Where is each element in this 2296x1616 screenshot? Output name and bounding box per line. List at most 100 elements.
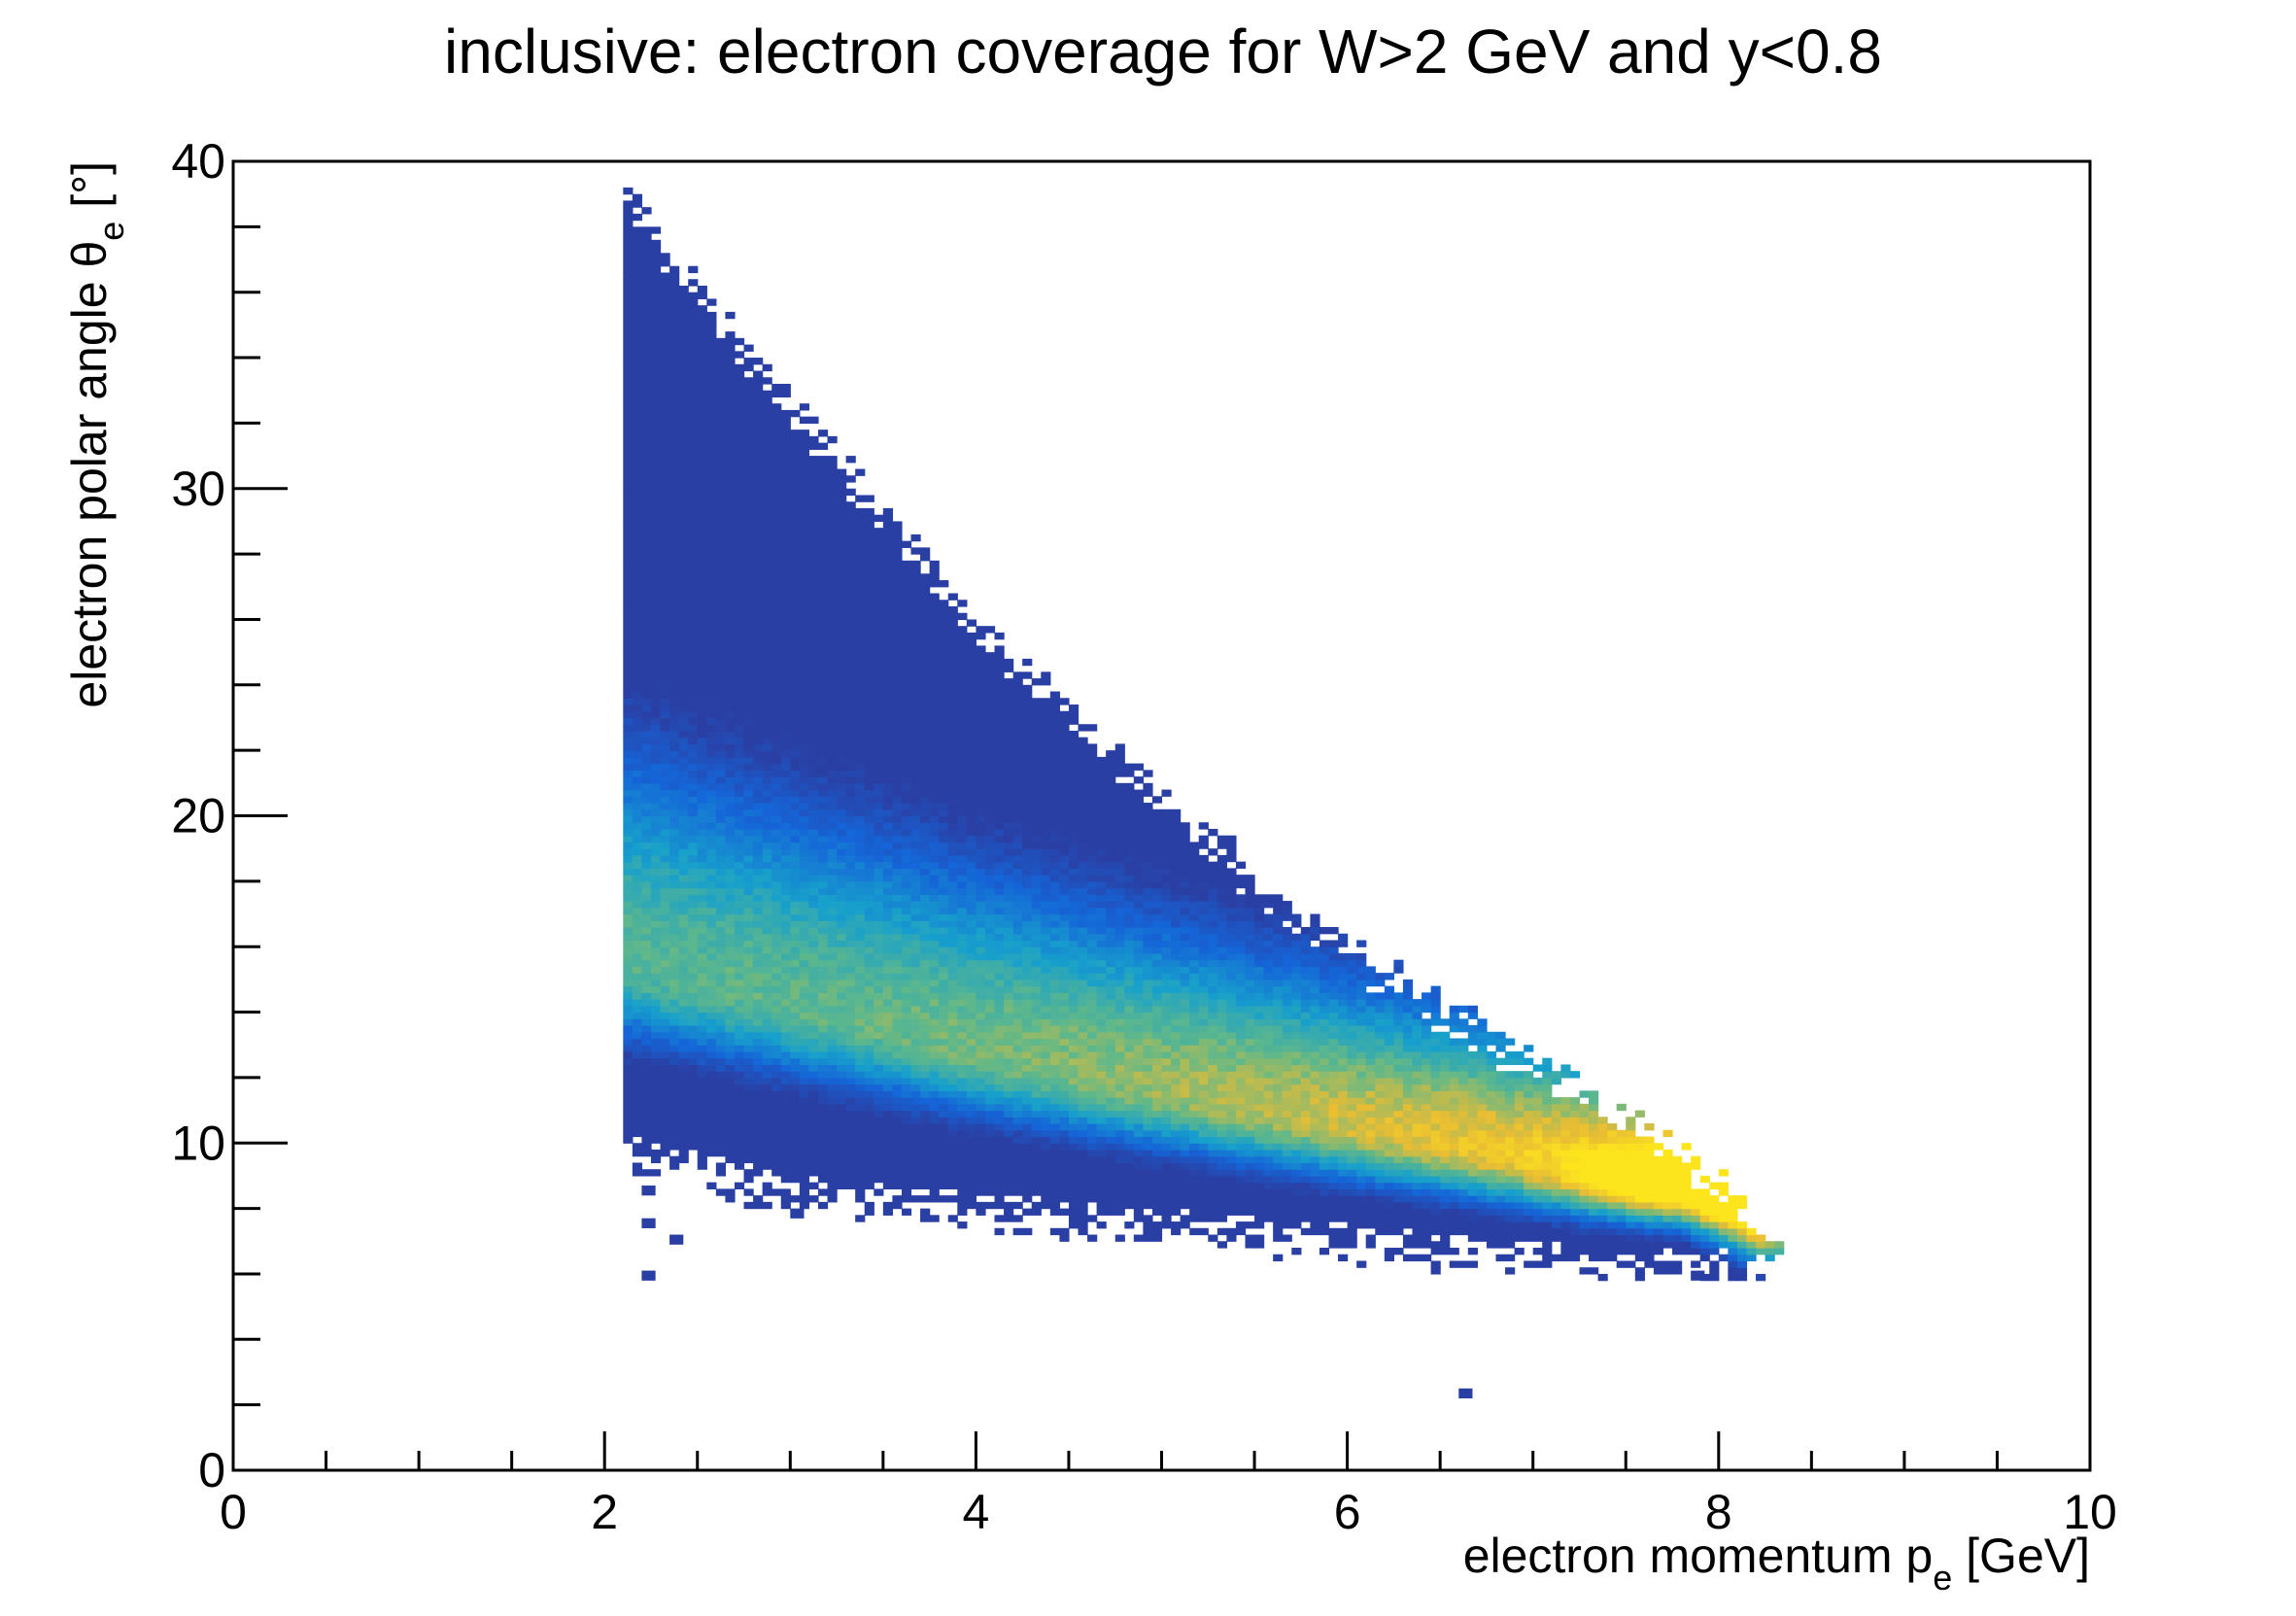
- heatmap-cell: [939, 626, 949, 634]
- heatmap-cell: [790, 521, 801, 529]
- heatmap-cell: [734, 1057, 745, 1066]
- heatmap-cell: [762, 815, 772, 823]
- heatmap-cell: [817, 573, 829, 581]
- heatmap-cell: [957, 1057, 968, 1066]
- heatmap-cell: [771, 507, 782, 516]
- heatmap-cell: [790, 1162, 801, 1170]
- heatmap-cell: [845, 875, 856, 882]
- heatmap-cell: [706, 638, 717, 646]
- heatmap-cell: [947, 638, 958, 646]
- heatmap-cell: [669, 514, 680, 523]
- heatmap-cell: [715, 750, 727, 758]
- heatmap-cell: [920, 605, 931, 614]
- heatmap-cell: [669, 358, 680, 365]
- heatmap-cell: [910, 1090, 921, 1098]
- heatmap-cell: [827, 789, 838, 797]
- heatmap-cell: [790, 913, 801, 921]
- heatmap-cell: [706, 1025, 717, 1033]
- heatmap-cell: [984, 717, 996, 725]
- heatmap-cell: [780, 1117, 791, 1124]
- heatmap-cell: [790, 1005, 801, 1014]
- heatmap-cell: [799, 1005, 810, 1014]
- heatmap-cell: [641, 1129, 652, 1138]
- heatmap-cell: [817, 593, 829, 601]
- heatmap-cell: [734, 907, 745, 915]
- heatmap-cell: [641, 946, 652, 954]
- heatmap-cell: [743, 1012, 754, 1019]
- heatmap-cell: [799, 1110, 810, 1117]
- heatmap-cell: [855, 671, 866, 679]
- heatmap-cell: [743, 533, 754, 542]
- heatmap-cell: [678, 848, 689, 856]
- heatmap-cell: [632, 632, 643, 640]
- heatmap-cell: [660, 619, 670, 627]
- heatmap-cell: [780, 488, 791, 497]
- heatmap-cell: [874, 573, 884, 581]
- heatmap-cell: [837, 626, 847, 634]
- heatmap-cell: [808, 1123, 819, 1131]
- heatmap-cell: [855, 652, 866, 660]
- heatmap-cell: [725, 638, 736, 646]
- heatmap-cell: [976, 901, 986, 909]
- heatmap-cell: [706, 605, 717, 614]
- heatmap-cell: [966, 1155, 977, 1164]
- heatmap-cell: [753, 1097, 764, 1105]
- heatmap-cell: [827, 554, 838, 562]
- heatmap-cell: [799, 691, 810, 699]
- heatmap-cell: [650, 940, 662, 947]
- heatmap-cell: [976, 1117, 986, 1124]
- heatmap-cell: [799, 756, 810, 765]
- heatmap-cell: [734, 901, 745, 909]
- heatmap-cell: [660, 1005, 670, 1014]
- heatmap-cell: [669, 593, 680, 601]
- heatmap-cell: [650, 226, 662, 234]
- heatmap-cell: [725, 985, 736, 993]
- heatmap-cell: [725, 619, 736, 627]
- heatmap-cell: [837, 638, 847, 646]
- heatmap-cell: [706, 1071, 717, 1079]
- heatmap-cell: [715, 547, 727, 555]
- heatmap-cell: [771, 671, 782, 679]
- heatmap-cell: [660, 638, 670, 646]
- heatmap-cell: [688, 514, 699, 523]
- heatmap-cell: [882, 671, 894, 679]
- heatmap-cell: [892, 927, 903, 935]
- heatmap-cell: [1012, 1090, 1023, 1098]
- heatmap-cell: [641, 1018, 652, 1026]
- heatmap-cell: [734, 1045, 745, 1052]
- heatmap-cell: [688, 789, 699, 797]
- heatmap-cell: [808, 586, 819, 595]
- heatmap-cell: [790, 645, 801, 653]
- heatmap-cell: [827, 848, 838, 856]
- heatmap-cell: [715, 887, 727, 895]
- heatmap-cell: [892, 567, 903, 574]
- heatmap-cell: [855, 1123, 866, 1131]
- heatmap-cell: [1004, 803, 1014, 810]
- heatmap-cell: [892, 678, 903, 686]
- heatmap-cell: [845, 1155, 856, 1164]
- heatmap-cell: [929, 750, 940, 758]
- heatmap-cell: [753, 1169, 764, 1177]
- heatmap-cell: [623, 763, 634, 771]
- heatmap-cell: [799, 868, 810, 876]
- heatmap-cell: [1022, 868, 1033, 876]
- heatmap-cell: [901, 1031, 912, 1040]
- heatmap-cell: [882, 698, 894, 705]
- heatmap-cell: [957, 1018, 968, 1026]
- heatmap-cell: [994, 1195, 1005, 1203]
- heatmap-cell: [762, 605, 772, 614]
- heatmap-cell: [715, 796, 727, 804]
- heatmap-cell: [688, 973, 699, 980]
- heatmap-cell: [678, 456, 689, 464]
- heatmap-cell: [669, 770, 680, 777]
- heatmap-cell: [632, 409, 643, 418]
- heatmap-cell: [957, 743, 968, 751]
- heatmap-cell: [984, 1123, 996, 1131]
- heatmap-cell: [660, 1071, 670, 1079]
- heatmap-cell: [864, 540, 874, 548]
- heatmap-cell: [650, 605, 662, 614]
- heatmap-cell: [641, 507, 652, 516]
- heatmap-cell: [762, 770, 772, 777]
- heatmap-cell: [882, 1208, 894, 1216]
- heatmap-cell: [678, 430, 689, 437]
